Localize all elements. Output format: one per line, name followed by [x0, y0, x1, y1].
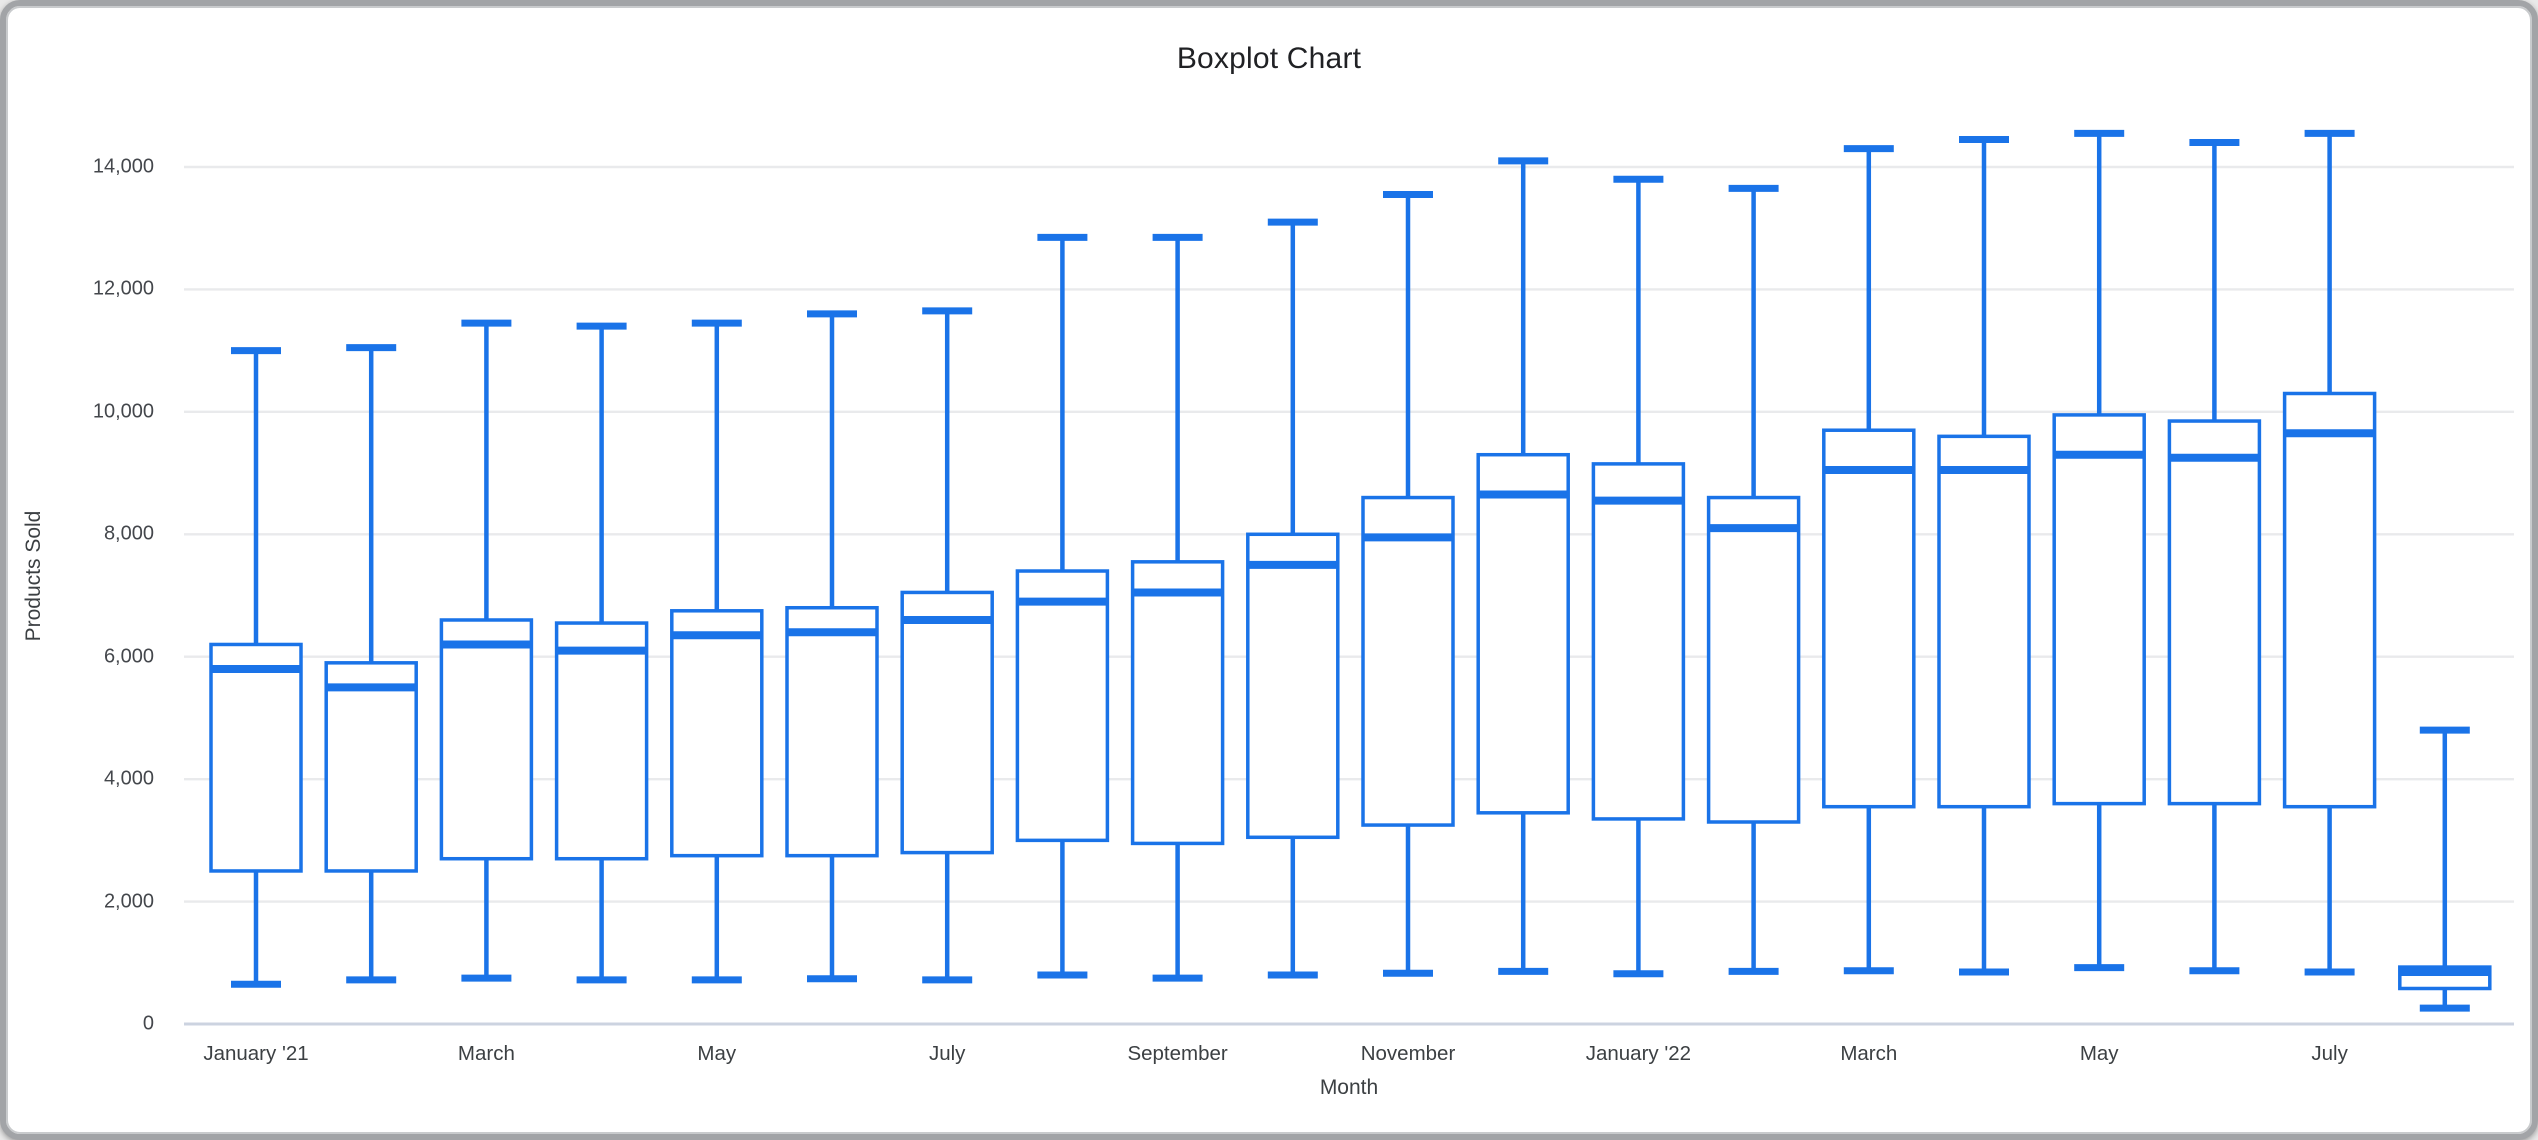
iqr-box [1130, 560, 1225, 846]
iqr-box [1591, 462, 1686, 821]
iqr-box [1822, 428, 1916, 809]
iqr-box [1015, 569, 1110, 843]
iqr-box [2052, 413, 2146, 806]
iqr-box [785, 605, 879, 858]
boxplot-box-june-22[interactable] [2167, 139, 2262, 975]
x-axis-title: Month [1319, 1076, 1379, 1099]
boxplot-box-april-21[interactable] [554, 322, 649, 984]
y-tick-label: 10,000 [92, 400, 154, 423]
iqr-box [1476, 452, 1570, 815]
y-tick-label: 6,000 [103, 645, 154, 668]
iqr-box [554, 621, 649, 861]
boxplot-box-march-22[interactable] [1822, 145, 1916, 975]
boxplot-box-october-21[interactable] [1246, 218, 1340, 979]
boxplot-box-march-21[interactable] [439, 319, 534, 982]
boxplot-box-november-21[interactable] [1361, 191, 1455, 977]
x-tick-label: January '21 [203, 1042, 309, 1065]
iqr-box [1361, 495, 1455, 827]
x-tick-label: July [2311, 1042, 2348, 1065]
x-tick-label: July [928, 1042, 966, 1065]
boxplot-box-january-21[interactable] [209, 347, 303, 988]
boxplot-box-april-22[interactable] [1937, 135, 2031, 976]
iqr-box [2167, 419, 2262, 806]
x-tick-label: March [457, 1042, 515, 1065]
iqr-box [439, 618, 534, 861]
y-axis-title: Products Sold [22, 510, 45, 642]
boxplot-box-february-21[interactable] [324, 344, 418, 984]
x-tick-label: September [1127, 1042, 1228, 1065]
x-tick-label: March [1840, 1042, 1898, 1065]
iqr-box [1937, 434, 2031, 809]
iqr-box [209, 642, 303, 873]
y-tick-label: 14,000 [92, 155, 154, 178]
boxplot-box-june-21[interactable] [785, 310, 879, 983]
x-tick-label: November [1360, 1042, 1456, 1065]
x-tick-label: May [697, 1042, 737, 1065]
boxplot-box-july-21[interactable] [900, 307, 994, 984]
boxplot-box-may-21[interactable] [670, 319, 764, 984]
iqr-box [2282, 391, 2377, 809]
boxplot-box-july-22[interactable] [2282, 129, 2377, 976]
boxplot-box-february-22[interactable] [1706, 184, 1801, 975]
boxplot-box-september-21[interactable] [1130, 233, 1225, 982]
y-tick-label: 12,000 [92, 277, 154, 300]
iqr-box [1706, 495, 1801, 824]
y-tick-label: 4,000 [103, 767, 154, 790]
iqr-box [900, 590, 994, 855]
boxplot-box-december-21[interactable] [1476, 157, 1570, 975]
iqr-box [670, 609, 764, 858]
y-tick-label: 0 [142, 1012, 154, 1035]
y-tick-label: 8,000 [103, 522, 154, 545]
boxplot-svg [184, 129, 2514, 1026]
iqr-box [1246, 532, 1340, 840]
boxplot-box-january-22[interactable] [1591, 175, 1686, 978]
iqr-box [324, 661, 418, 873]
boxplot-box-august-22[interactable] [2398, 726, 2492, 1012]
boxplot-box-august-21[interactable] [1015, 233, 1110, 979]
chart-title: Boxplot Chart [1176, 42, 1362, 75]
y-tick-label: 2,000 [103, 890, 154, 913]
boxplot-box-may-22[interactable] [2052, 129, 2146, 972]
x-tick-label: January '22 [1585, 1042, 1692, 1065]
x-tick-label: May [2079, 1042, 2119, 1065]
